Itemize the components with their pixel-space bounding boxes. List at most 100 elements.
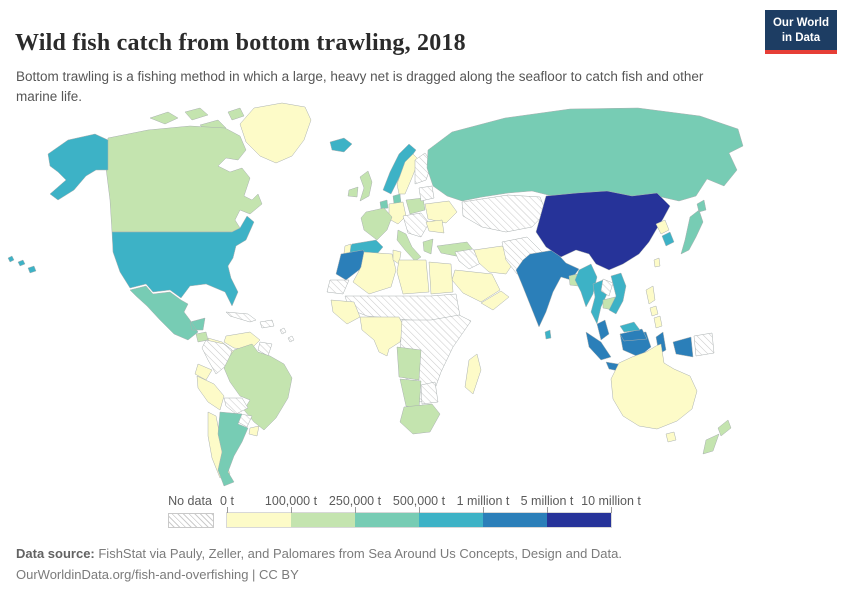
country-caribbean[interactable]	[279, 327, 295, 343]
country-papua-new-guinea[interactable]	[693, 332, 715, 357]
country-south-africa[interactable]	[399, 403, 441, 435]
country-iran[interactable]	[473, 245, 515, 275]
footer-license: CC BY	[259, 567, 299, 582]
country-greenland[interactable]	[239, 102, 312, 164]
legend-band-b5[interactable]	[547, 513, 611, 527]
owid-logo-line2: in Data	[781, 31, 821, 44]
country-colombia[interactable]	[201, 339, 233, 375]
country-france[interactable]	[360, 207, 393, 241]
country-peru[interactable]	[196, 375, 225, 411]
country-iraq-syria[interactable]	[454, 248, 482, 270]
country-myanmar[interactable]	[574, 263, 598, 308]
country-kazakhstan[interactable]	[461, 194, 547, 233]
country-romania[interactable]	[425, 219, 445, 234]
legend-no-data-swatch[interactable]	[168, 513, 214, 528]
legend-band-b1[interactable]	[291, 513, 355, 527]
footer-source-label: Data source:	[16, 546, 95, 561]
country-iceland[interactable]	[329, 137, 353, 153]
country-alaska[interactable]	[47, 133, 109, 201]
country-western-sahara[interactable]	[326, 279, 350, 295]
country-botswana-zimbabwe[interactable]	[420, 381, 439, 405]
country-morocco[interactable]	[335, 249, 370, 281]
country-sri-lanka[interactable]	[544, 329, 552, 340]
legend-bar	[226, 512, 612, 528]
country-south-korea[interactable]	[661, 231, 675, 247]
legend-tick	[227, 507, 228, 513]
owid-logo-line1: Our World	[772, 17, 829, 29]
country-algeria[interactable]	[352, 251, 397, 295]
country-india[interactable]	[515, 249, 580, 328]
legend-tick-label: 100,000 t	[264, 494, 318, 508]
country-usa[interactable]	[111, 215, 255, 307]
country-australia[interactable]	[610, 343, 698, 430]
country-namibia[interactable]	[399, 378, 422, 410]
country-gulf-of-guinea-coast[interactable]	[359, 316, 405, 357]
legend-band-b4[interactable]	[483, 513, 547, 527]
legend-tick	[355, 507, 356, 513]
country-vietnam[interactable]	[608, 272, 627, 315]
legend-band-b3[interactable]	[419, 513, 483, 527]
country-argentina[interactable]	[217, 411, 249, 487]
legend-band-b2[interactable]	[355, 513, 419, 527]
legend-tick-label: 1 million t	[456, 494, 510, 508]
country-brazil[interactable]	[223, 343, 293, 431]
country-russia[interactable]	[426, 107, 744, 202]
legend-tick	[291, 507, 292, 513]
country-germany[interactable]	[388, 201, 407, 225]
legend-tick-label: 10 million t	[581, 494, 641, 508]
country-norway[interactable]	[382, 143, 417, 195]
country-west-africa-coast[interactable]	[330, 299, 361, 325]
owid-logo[interactable]: Our World in Data	[764, 10, 837, 54]
country-ukraine[interactable]	[424, 200, 458, 224]
country-malaysia[interactable]	[596, 319, 648, 342]
chart-subtitle: Bottom trawling is a fishing method in w…	[16, 68, 704, 104]
country-madagascar[interactable]	[464, 353, 482, 395]
country-yemen-oman[interactable]	[480, 290, 510, 311]
footer-source-line: Data source: FishStat via Pauly, Zeller,…	[16, 546, 622, 561]
country-laos[interactable]	[600, 278, 614, 297]
legend-tick	[419, 507, 420, 513]
legend-tick-label: 0 t	[220, 494, 234, 508]
country-angola[interactable]	[396, 346, 422, 381]
country-italy[interactable]	[396, 229, 422, 262]
legend-tick	[547, 507, 548, 513]
footer-source-text: FishStat via Pauly, Zeller, and Palomare…	[94, 546, 622, 561]
country-north-korea[interactable]	[655, 219, 670, 235]
country-libya[interactable]	[396, 259, 430, 295]
page-title: Wild fish catch from bottom trawling, 20…	[15, 30, 466, 57]
country-greece[interactable]	[422, 238, 434, 255]
country-tasmania[interactable]	[665, 431, 677, 443]
legend-no-data-label: No data	[168, 494, 212, 508]
country-mexico[interactable]	[129, 285, 206, 341]
country-arctic-islands[interactable]	[149, 107, 245, 133]
footer-owid-link[interactable]: OurWorldinData.org/fish-and-overfishing	[16, 567, 249, 582]
country-taiwan[interactable]	[653, 257, 661, 268]
country-hawaii[interactable]	[7, 255, 37, 274]
country-netherlands[interactable]	[379, 199, 389, 210]
country-sabah[interactable]	[619, 321, 641, 333]
legend-tick	[611, 507, 612, 513]
country-china[interactable]	[535, 190, 671, 271]
country-ireland[interactable]	[347, 186, 359, 198]
country-japan[interactable]	[680, 199, 707, 255]
country-uruguay[interactable]	[248, 425, 260, 437]
country-poland[interactable]	[405, 197, 426, 215]
country-egypt[interactable]	[428, 261, 454, 295]
country-bolivia[interactable]	[223, 397, 249, 415]
country-central-europe[interactable]	[402, 212, 430, 238]
legend-tick	[483, 507, 484, 513]
country-uk[interactable]	[359, 170, 373, 202]
country-philippines[interactable]	[645, 285, 663, 329]
country-canada[interactable]	[105, 125, 263, 233]
country-hispaniola[interactable]	[259, 319, 275, 329]
legend-tick-label: 250,000 t	[328, 494, 382, 508]
footer-license-line: OurWorldinData.org/fish-and-overfishing …	[16, 567, 299, 582]
country-belarus-baltics[interactable]	[418, 185, 435, 202]
footer-separator: |	[248, 567, 260, 582]
legend-band-b0[interactable]	[227, 513, 291, 527]
country-guatemala[interactable]	[195, 331, 209, 343]
legend-tick-label: 5 million t	[520, 494, 574, 508]
country-cuba[interactable]	[225, 311, 257, 323]
country-new-zealand[interactable]	[702, 419, 732, 455]
